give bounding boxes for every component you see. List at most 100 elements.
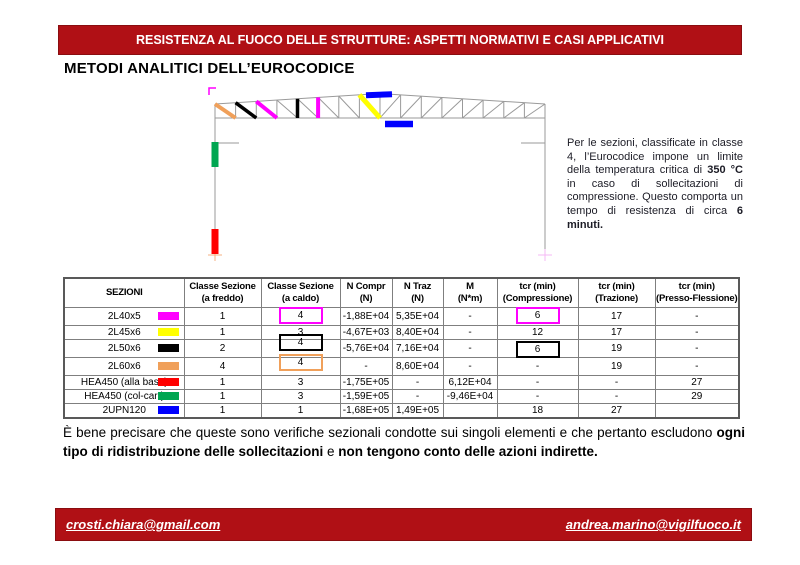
table-row-HEA450-col-carr: HEA450 (col-carr) 1 3 -1,59E+05 - -9,46E… bbox=[63, 388, 740, 404]
email-link-right[interactable]: andrea.marino@vigilfuoco.it bbox=[565, 517, 741, 532]
cell-tcr-compressione: - bbox=[496, 374, 579, 390]
member-2L50x6-diagonal bbox=[234, 101, 258, 120]
cell-tcr-presso-flessione: - bbox=[654, 356, 740, 376]
cell-caldo: 4 bbox=[260, 306, 341, 326]
col-header-sezioni: SEZIONI bbox=[63, 277, 185, 308]
cell-caldo: 3 bbox=[260, 374, 341, 390]
note-bold-6min: 6 minuti. bbox=[567, 204, 743, 231]
table-row-2L60x6: 2L60x6 4 4 - 8,60E+04 - - 19 - bbox=[63, 353, 740, 376]
cell-freddo: 4 bbox=[183, 356, 262, 376]
cell-caldo: 3 bbox=[260, 388, 341, 404]
cell-ntraz: 1,49E+05 bbox=[391, 402, 444, 418]
cell-freddo: 1 bbox=[183, 306, 262, 326]
cell-tcr-trazione: 19 bbox=[577, 338, 656, 358]
paragraph-bold-1: ogni tipo di ridistribuzione delle solle… bbox=[63, 425, 745, 459]
cell-m: - bbox=[442, 306, 498, 326]
cell-freddo: 1 bbox=[183, 374, 262, 390]
color-swatch bbox=[157, 392, 179, 400]
member-2L60x6-diagonal bbox=[213, 102, 237, 120]
cell-tcr-presso-flessione: 29 bbox=[654, 388, 740, 404]
cell-ncompr: -1,68E+05 bbox=[339, 402, 393, 418]
cell-ntraz: 7,16E+04 bbox=[391, 338, 444, 358]
sezione-label: HEA450 (alla base) bbox=[63, 374, 185, 390]
cell-m: - bbox=[442, 356, 498, 376]
banner: RESISTENZA AL FUOCO DELLE STRUTTURE: ASP… bbox=[58, 25, 742, 55]
highlight-box-black: 4 bbox=[278, 333, 323, 351]
member-2L45x6-diagonal bbox=[357, 93, 382, 120]
paragraph-text-2: e bbox=[323, 443, 339, 459]
cell-tcr-presso-flessione: 27 bbox=[654, 374, 740, 390]
cell-tcr-compressione: 18 bbox=[496, 402, 579, 418]
cell-m bbox=[442, 402, 498, 418]
col-header-tcr-presso-flessione: tcr (min) (Presso-Flessione) bbox=[654, 277, 740, 308]
cell-tcr-compressione: - bbox=[496, 356, 579, 376]
cell-tcr-compressione: - bbox=[496, 388, 579, 404]
paragraph-bold-2: non tengono conto delle azioni indirette… bbox=[338, 443, 598, 459]
member-2L40x5-diagonal bbox=[255, 99, 279, 120]
cell-freddo: 1 bbox=[183, 388, 262, 404]
cell-tcr-compressione: 6 bbox=[496, 338, 579, 358]
banner-title: RESISTENZA AL FUOCO DELLE STRUTTURE: ASP… bbox=[135, 33, 665, 47]
highlight-box-magenta: 4 bbox=[278, 306, 323, 324]
color-swatch bbox=[157, 362, 179, 370]
note-box: Per le sezioni, classificate in classe 4… bbox=[567, 137, 743, 232]
cell-tcr-presso-flessione bbox=[654, 402, 740, 418]
table-row-2L50x6: 2L50x6 2 4 -5,76E+04 7,16E+04 - 6 19 - bbox=[63, 333, 740, 358]
cell-tcr-compressione: 12 bbox=[496, 324, 579, 340]
color-swatch bbox=[157, 344, 179, 352]
cell-m: -9,46E+04 bbox=[442, 388, 498, 404]
cell-tcr-compressione: 6 bbox=[496, 306, 579, 326]
cell-ntraz: 8,60E+04 bbox=[391, 356, 444, 376]
member-2UPN120-top-chord bbox=[365, 91, 393, 99]
table-header-row: SEZIONI Classe Sezione (a freddo) Classe … bbox=[63, 277, 740, 308]
cell-freddo: 2 bbox=[183, 338, 262, 358]
cell-tcr-presso-flessione: - bbox=[654, 324, 740, 340]
cell-tcr-trazione: 17 bbox=[577, 306, 656, 326]
cell-tcr-trazione: 19 bbox=[577, 356, 656, 376]
col-header-tcr-compressione: tcr (min) (Compressione) bbox=[496, 277, 579, 308]
cell-freddo: 1 bbox=[183, 402, 262, 418]
cell-m: 6,12E+04 bbox=[442, 374, 498, 390]
col-header-ncompr: N Compr (N) bbox=[339, 277, 393, 308]
cell-caldo: 1 bbox=[260, 402, 341, 418]
col-header-tcr-trazione: tcr (min) (Trazione) bbox=[577, 277, 656, 308]
footer-bar: crosti.chiara@gmail.com andrea.marino@vi… bbox=[55, 508, 752, 541]
sezione-label: 2L60x6 bbox=[63, 356, 185, 376]
sezione-label: HEA450 (col-carr) bbox=[63, 388, 185, 404]
sezione-label: 2L50x6 bbox=[63, 338, 185, 358]
cell-tcr-presso-flessione: - bbox=[654, 338, 740, 358]
note-text-2: in caso di sollecitazioni di compression… bbox=[567, 177, 743, 217]
note-text-1: Per le sezioni, classificate in classe 4… bbox=[567, 137, 743, 177]
highlight-box-black: 6 bbox=[515, 340, 560, 358]
cell-tcr-trazione: 17 bbox=[577, 324, 656, 340]
cell-ncompr: -5,76E+04 bbox=[339, 338, 393, 358]
highlight-box-magenta: 6 bbox=[515, 306, 560, 324]
base-cross-right bbox=[538, 249, 552, 261]
cell-ntraz: 8,40E+04 bbox=[391, 324, 444, 340]
cell-ncompr: -1,59E+05 bbox=[339, 388, 393, 404]
cell-tcr-trazione: - bbox=[577, 388, 656, 404]
note-bold-350: 350 °C bbox=[707, 164, 743, 177]
cell-m: - bbox=[442, 338, 498, 358]
cell-ncompr: -1,88E+04 bbox=[339, 306, 393, 326]
cell-ntraz: - bbox=[391, 374, 444, 390]
col-header-classe-freddo: Classe Sezione (a freddo) bbox=[183, 277, 262, 308]
cell-ntraz: - bbox=[391, 388, 444, 404]
col-header-ntraz: N Traz (N) bbox=[391, 277, 444, 308]
table-row-2UPN120: 2UPN120 1 1 -1,68E+05 1,49E+05 18 27 bbox=[63, 402, 740, 418]
table-row-HEA450-alla-base: HEA450 (alla base) 1 3 -1,75E+05 - 6,12E… bbox=[63, 374, 740, 390]
color-swatch bbox=[157, 378, 179, 386]
cell-freddo: 1 bbox=[183, 324, 262, 340]
truss-gray-structure bbox=[214, 92, 546, 255]
table-row-2L40x5: 2L40x5 1 4 -1,88E+04 5,35E+04 - 6 17 - bbox=[63, 306, 740, 326]
member-2L40x5-end-marker bbox=[208, 87, 216, 95]
cell-ncompr: -1,75E+05 bbox=[339, 374, 393, 390]
closing-paragraph: È bene precisare che queste sono verific… bbox=[63, 424, 745, 461]
email-link-left[interactable]: crosti.chiara@gmail.com bbox=[66, 517, 221, 532]
cell-caldo: 4 bbox=[260, 353, 341, 376]
sezione-label: 2UPN120 bbox=[63, 402, 185, 418]
cell-ntraz: 5,35E+04 bbox=[391, 306, 444, 326]
cell-tcr-presso-flessione: - bbox=[654, 306, 740, 326]
cell-ncompr: -4,67E+03 bbox=[339, 324, 393, 340]
paragraph-text-1: È bene precisare che queste sono verific… bbox=[63, 425, 717, 440]
